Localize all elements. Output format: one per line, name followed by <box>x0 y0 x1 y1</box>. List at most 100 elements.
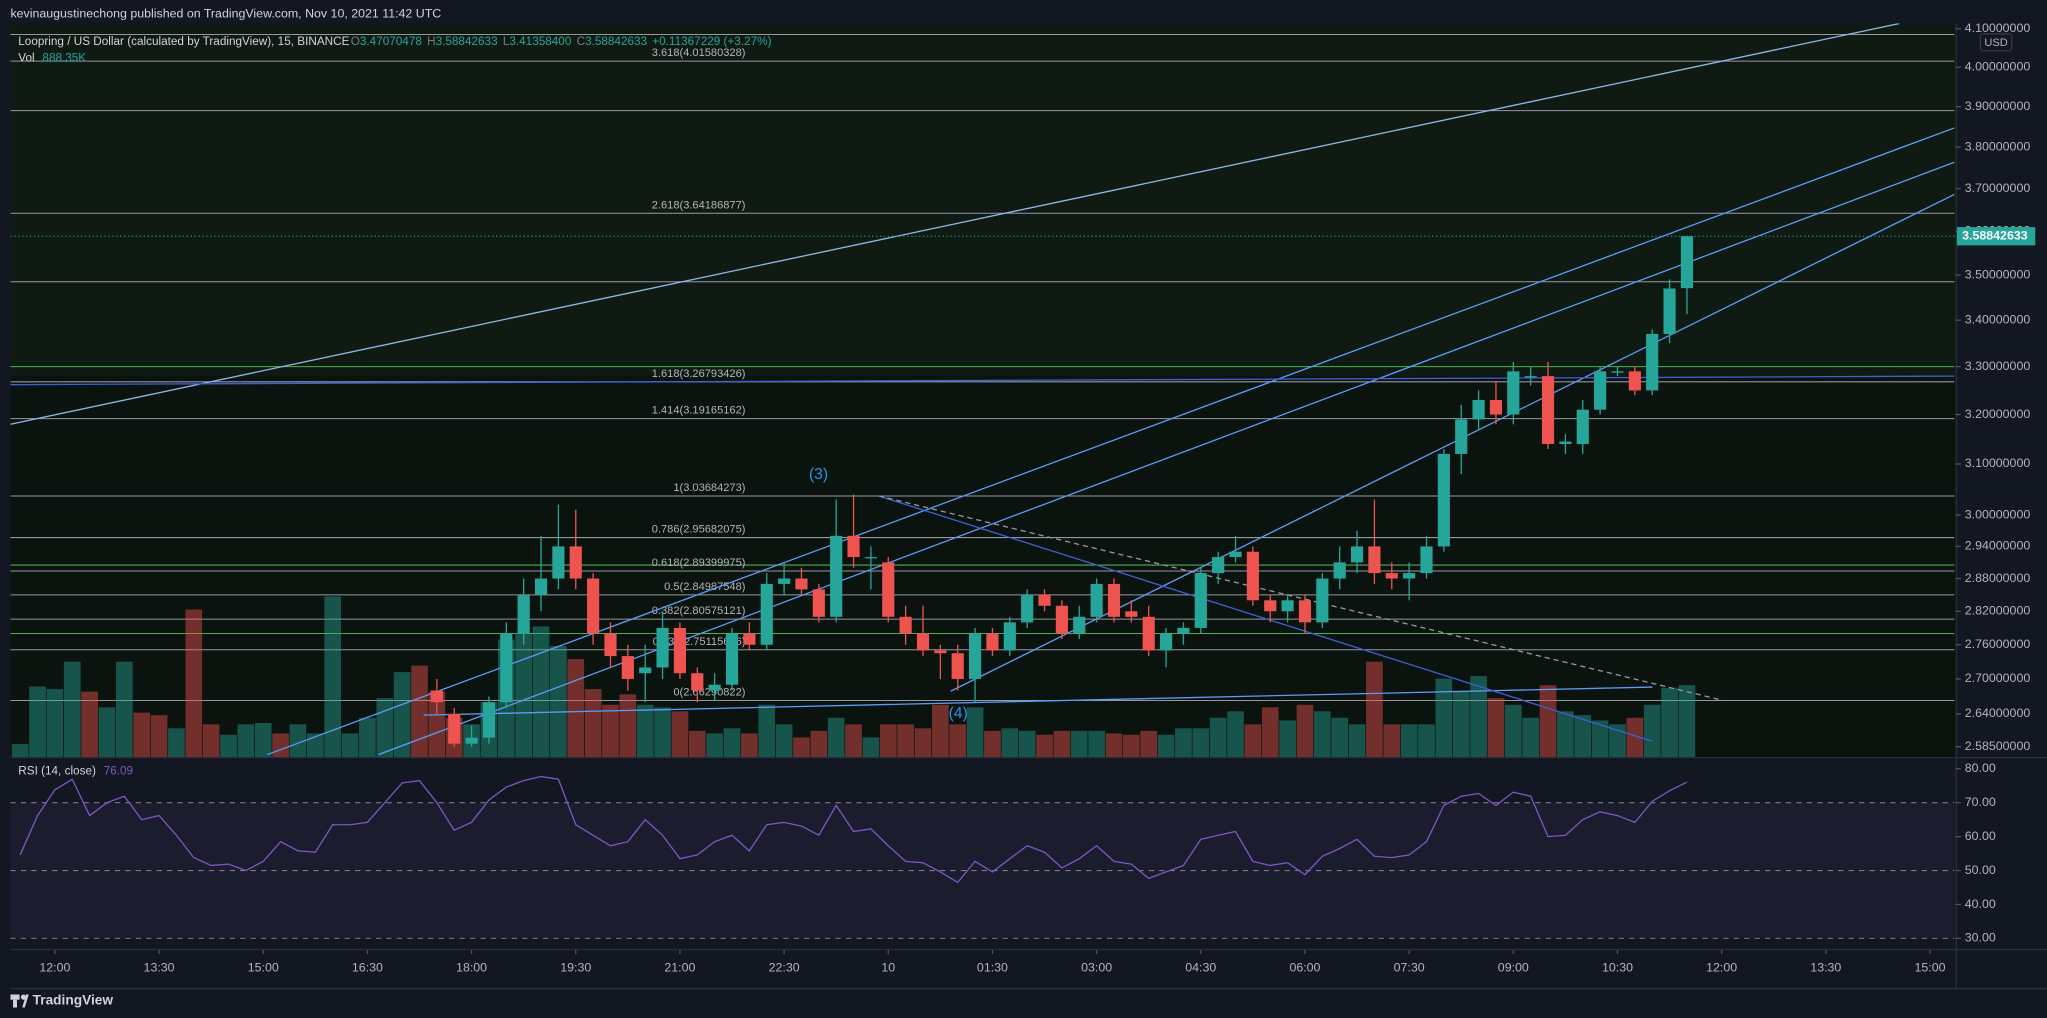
volume-bar <box>1070 730 1088 757</box>
volume-bar <box>1400 724 1418 757</box>
candle-body <box>778 578 791 584</box>
candle-body <box>1246 551 1259 601</box>
candle-body <box>1385 573 1398 579</box>
volume-bar <box>758 704 776 757</box>
symbol-title: Loopring / US Dollar (calculated by Trad… <box>18 35 349 48</box>
change: +0.11367229 (+3.27%) <box>652 35 771 48</box>
volume-bar <box>1643 704 1661 757</box>
volume-bar <box>1001 728 1019 757</box>
volume-bar <box>584 689 602 757</box>
volume-bar <box>150 715 168 757</box>
y-tick-label: 4.10000000 <box>1965 21 2031 35</box>
y-tick-label: 3.20000000 <box>1965 407 2031 421</box>
volume-bar <box>1192 728 1210 757</box>
volume-bar <box>932 704 949 757</box>
ohlc-key: O <box>351 35 360 48</box>
volume-bar <box>1313 711 1331 757</box>
y-tick-label: 2.76000000 <box>1965 637 2031 651</box>
volume-bar <box>1018 730 1036 757</box>
last-price-label: 3.58842633 <box>1962 229 2028 243</box>
volume-bar <box>1105 733 1123 757</box>
volume-bar <box>741 733 758 757</box>
candle-body <box>743 633 756 645</box>
y-tick-label: 2.82000000 <box>1965 604 2031 618</box>
volume-bar <box>254 723 272 757</box>
candle-body <box>587 578 600 634</box>
ohlc-value: 3.41358400 <box>509 35 571 48</box>
candle-body <box>795 578 808 590</box>
candle-body <box>1003 622 1016 651</box>
currency: USD <box>1984 37 2007 49</box>
candle-body <box>1316 578 1329 623</box>
x-tick-label: 09:00 <box>1498 961 1529 975</box>
candle-body <box>1264 600 1277 612</box>
x-tick-label: 16:30 <box>352 961 383 975</box>
volume-bar <box>1261 707 1279 757</box>
volume-bar <box>775 724 793 757</box>
volume-bar <box>1209 717 1227 757</box>
volume-bar <box>29 686 46 757</box>
candle-body <box>847 535 860 558</box>
candle-body <box>1541 376 1555 444</box>
candle-body <box>448 713 461 744</box>
trend-line <box>878 495 1653 742</box>
volume-bar <box>359 717 376 757</box>
last-price-box <box>1956 227 2036 246</box>
volume-bar <box>532 626 550 757</box>
fib-label: 0(2.66290822) <box>673 687 745 699</box>
candle-body <box>882 562 895 617</box>
volume-bar <box>1661 687 1678 757</box>
volume-bar <box>1123 734 1140 757</box>
volume-bar <box>1175 728 1192 757</box>
fib-label: 0.786(2.95682075) <box>652 524 746 536</box>
rsi-value: 76.09 <box>104 764 133 777</box>
volume-name: Vol <box>18 52 34 65</box>
rsi-line <box>19 775 1688 884</box>
candle-body <box>482 702 496 738</box>
fib-label: 2.618(3.64186877) <box>652 199 746 211</box>
y-tick-label: 3.80000000 <box>1965 139 2031 153</box>
y-tick-label: 40.00 <box>1965 897 1996 911</box>
candle-body <box>552 546 565 579</box>
volume-bar <box>1435 678 1453 757</box>
brand: TradingView <box>33 993 114 1008</box>
volume-bar <box>619 694 637 757</box>
fib-label: 1.618(3.26793426) <box>652 368 746 380</box>
volume-bar <box>1140 730 1158 757</box>
candle-body <box>639 667 652 674</box>
candle-body <box>500 633 513 703</box>
volume-bar <box>185 609 203 757</box>
candle-body <box>1472 400 1485 420</box>
volume-bar <box>1522 717 1540 757</box>
volume-bar <box>272 733 289 757</box>
volume-bar <box>11 743 29 757</box>
ohlc-key: C <box>577 35 586 48</box>
volume-bar <box>654 707 671 757</box>
x-tick-label: 13:30 <box>144 961 175 975</box>
ohlc-value: 3.47070478 <box>360 35 422 48</box>
volume-bar <box>1366 661 1383 757</box>
candle-body <box>534 578 548 595</box>
wave-label: (4) <box>949 705 968 722</box>
candle-body <box>1455 419 1468 454</box>
volume-bar <box>1487 698 1505 757</box>
wave-label: (3) <box>809 466 828 483</box>
volume-bar <box>723 728 741 757</box>
ohlc-value: 3.58842633 <box>585 35 647 48</box>
volume-bar <box>550 645 567 757</box>
candle-body <box>1125 611 1138 617</box>
volume-bar <box>63 661 81 757</box>
y-tick-label: 2.88000000 <box>1965 571 2031 585</box>
trend-line <box>10 23 1900 425</box>
candle-body <box>1298 600 1312 623</box>
x-tick-label: 22:30 <box>769 961 800 975</box>
trend-line <box>878 495 1724 702</box>
fib-label: 1.414(3.19165162) <box>652 405 746 417</box>
volume-bar <box>914 728 932 757</box>
candle-body <box>604 633 617 657</box>
volume-bar <box>133 712 151 757</box>
volume-bar <box>1383 724 1401 757</box>
volume-bar <box>1036 734 1053 757</box>
volume-bar <box>1557 711 1574 757</box>
volume-bar <box>1418 724 1435 757</box>
